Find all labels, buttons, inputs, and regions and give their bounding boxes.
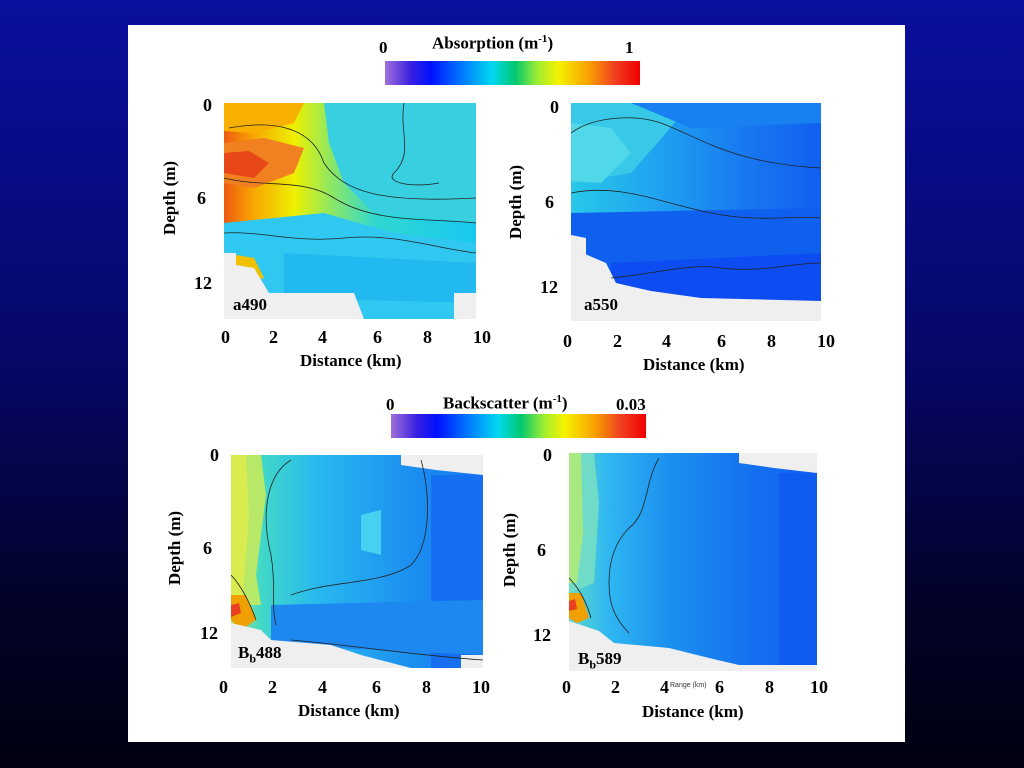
bb589-xlabel: Distance (km): [642, 702, 744, 721]
a490-xtick-6: 6: [373, 327, 382, 347]
backscatter-colorbar-title: Backscatter (m-1): [443, 393, 568, 413]
a550-ytick-6: 6: [545, 192, 554, 212]
a550-xtick-4: 4: [662, 331, 671, 351]
a550-xtick-6: 6: [717, 331, 726, 351]
a490-plot-svg: [224, 103, 476, 319]
bb488-xtick-4: 4: [318, 677, 327, 697]
a490-ytick-6: 6: [197, 188, 206, 208]
a490-xtick-4: 4: [318, 327, 327, 347]
bb488-ytick-6: 6: [203, 538, 212, 558]
bb589-ytick-6: 6: [537, 540, 546, 560]
bb589-xtick-0: 0: [562, 677, 571, 697]
backscatter-colorbar-min: 0: [386, 395, 395, 414]
a490-ylabel: Depth (m): [160, 160, 179, 236]
a550-xlabel: Distance (km): [643, 355, 745, 374]
a490-panel-tag: a490: [233, 295, 267, 314]
a550-ytick-0: 0: [550, 97, 559, 117]
bb488-xtick-8: 8: [422, 677, 431, 697]
bb589-xtick-8: 8: [765, 677, 774, 697]
a490-ytick-12: 12: [194, 273, 212, 293]
bb589-xtick-2: 2: [611, 677, 620, 697]
a490-ytick-0: 0: [203, 95, 212, 115]
bb488-xtick-2: 2: [268, 677, 277, 697]
bb488-panel-tag: Bb488: [238, 643, 282, 666]
bb589-xtick-10: 10: [810, 677, 828, 697]
bb589-inner-caption: Range (km): [670, 682, 707, 689]
a550-plot: [571, 103, 821, 321]
a490-xtick-10: 10: [473, 327, 491, 347]
bb589-xtick-6: 6: [715, 677, 724, 697]
a490-xtick-8: 8: [423, 327, 432, 347]
a550-xtick-0: 0: [563, 331, 572, 351]
bb488-xtick-6: 6: [372, 677, 381, 697]
a550-ylabel: Depth (m): [506, 164, 525, 240]
backscatter-colorbar-max: 0.03: [616, 395, 646, 414]
a490-xlabel: Distance (km): [300, 351, 402, 370]
absorption-colorbar: [385, 61, 640, 85]
absorption-colorbar-min: 0: [379, 38, 388, 57]
a490-plot: [224, 103, 476, 319]
bb488-xtick-10: 10: [472, 677, 490, 697]
bb488-xtick-0: 0: [219, 677, 228, 697]
absorption-colorbar-title: Absorption (m-1): [432, 33, 554, 53]
bb488-ylabel: Depth (m): [165, 510, 184, 586]
a490-xtick-2: 2: [269, 327, 278, 347]
backscatter-colorbar: [391, 414, 646, 438]
a550-xtick-10: 10: [817, 331, 835, 351]
a550-panel-tag: a550: [584, 295, 618, 314]
a550-xtick-2: 2: [613, 331, 622, 351]
bb589-plot-svg: [569, 453, 817, 671]
a550-plot-svg: [571, 103, 821, 321]
absorption-colorbar-max: 1: [625, 38, 634, 57]
a550-xtick-8: 8: [767, 331, 776, 351]
bb488-xlabel: Distance (km): [298, 701, 400, 720]
bb589-xtick-4: 4: [660, 677, 669, 697]
bb488-ytick-0: 0: [210, 445, 219, 465]
a490-xtick-0: 0: [221, 327, 230, 347]
a550-ytick-12: 12: [540, 277, 558, 297]
bb589-plot: [569, 453, 817, 671]
bb488-plot-svg: [231, 455, 483, 668]
bb589-ytick-0: 0: [543, 445, 552, 465]
bb488-plot: [231, 455, 483, 668]
bb488-ytick-12: 12: [200, 623, 218, 643]
bb589-ytick-12: 12: [533, 625, 551, 645]
bb589-ylabel: Depth (m): [500, 512, 519, 588]
bb589-panel-tag: Bb589: [578, 649, 622, 672]
